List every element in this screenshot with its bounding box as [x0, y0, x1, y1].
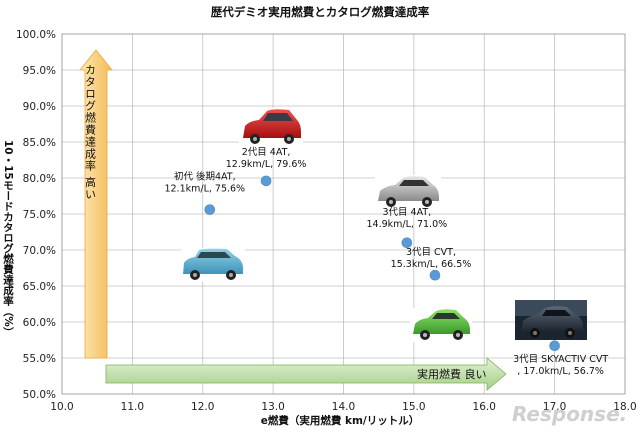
- y-tick-label: 50.0%: [23, 389, 56, 401]
- car-image-green: [410, 308, 472, 342]
- x-tick-label: 12.0: [191, 401, 214, 413]
- vertical-arrow-shape: [79, 49, 113, 359]
- y-tick-label: 55.0%: [23, 353, 56, 365]
- car-image-blue: [181, 248, 245, 282]
- x-tick-label: 16.0: [473, 401, 496, 413]
- data-point: [401, 237, 413, 249]
- data-point: [549, 340, 560, 352]
- y-axis-ticks: 50.0% 55.0% 60.0% 65.0% 70.0% 75.0% 80.0% 85.0%…: [16, 29, 56, 401]
- x-tick-label: 14.0: [332, 401, 355, 413]
- horizontal-arrow: 実用燃費 良い: [105, 357, 507, 391]
- data-label-line1: 3代目 4AT,: [382, 207, 431, 218]
- car-image-dark: [515, 300, 587, 340]
- data-points: [204, 175, 560, 352]
- data-label-line2: , 17.0km/L, 56.7%: [517, 366, 604, 377]
- y-tick-label: 80.0%: [23, 173, 56, 185]
- data-label-line2: 12.9km/L, 79.6%: [226, 159, 307, 170]
- data-point: [204, 204, 216, 215]
- vertical-arrow: カタログ燃費達成率 高い: [79, 49, 113, 359]
- chart-title: 歴代デミオ実用燃費とカタログ燃費達成率: [211, 5, 430, 19]
- data-label-line2: 14.9km/L, 71.0%: [367, 219, 448, 230]
- data-label-line2: 15.3km/L, 66.5%: [391, 259, 472, 270]
- data-label-line1: 3代目 SKYACTIV CVT: [513, 354, 608, 365]
- data-label-line2: 12.1km/L, 75.6%: [164, 184, 245, 195]
- y-tick-label: 95.0%: [23, 65, 56, 77]
- data-labels: 初代 後期4AT,12.1km/L, 75.6% 2代目 4AT,12.9km/L…: [164, 147, 608, 377]
- y-tick-label: 85.0%: [23, 137, 56, 149]
- plot-frame: [61, 33, 626, 395]
- horizontal-arrow-shape: [105, 357, 507, 391]
- data-point: [429, 269, 441, 281]
- x-tick-label: 13.0: [261, 401, 284, 413]
- data-label-line1: 初代 後期4AT,: [174, 171, 236, 183]
- x-axis-ticks: 10.0 11.0 12.0 13.0 14.0 15.0 16.0 17.0 18.0: [50, 401, 636, 413]
- y-tick-label: 90.0%: [23, 101, 56, 113]
- data-label-line1: 2代目 4AT,: [242, 147, 291, 158]
- x-tick-label: 11.0: [121, 401, 144, 413]
- y-tick-label: 65.0%: [23, 281, 56, 293]
- data-point: [260, 175, 272, 187]
- vertical-arrow-label: カタログ燃費達成率 高い: [84, 64, 97, 201]
- car-image-silver: [375, 175, 441, 209]
- y-axis-title: 10・15モードカタログ燃費達成率（%）: [2, 140, 14, 337]
- x-axis-title: e燃費（実用燃費 km/リットル）: [261, 414, 420, 427]
- data-label-line1: 3代目 CVT,: [406, 247, 456, 258]
- car-image-red: [239, 108, 303, 148]
- y-tick-label: 100.0%: [16, 29, 56, 41]
- x-tick-label: 15.0: [402, 401, 425, 413]
- y-tick-label: 60.0%: [23, 317, 56, 329]
- x-tick-label: 18.0: [613, 401, 636, 413]
- y-tick-label: 70.0%: [23, 245, 56, 257]
- x-tick-label: 10.0: [50, 401, 73, 413]
- watermark: Response.: [512, 402, 627, 426]
- y-tick-label: 75.0%: [23, 209, 56, 221]
- x-tick-label: 17.0: [543, 401, 566, 413]
- horizontal-arrow-label: 実用燃費 良い: [417, 367, 487, 381]
- axes: [61, 33, 626, 395]
